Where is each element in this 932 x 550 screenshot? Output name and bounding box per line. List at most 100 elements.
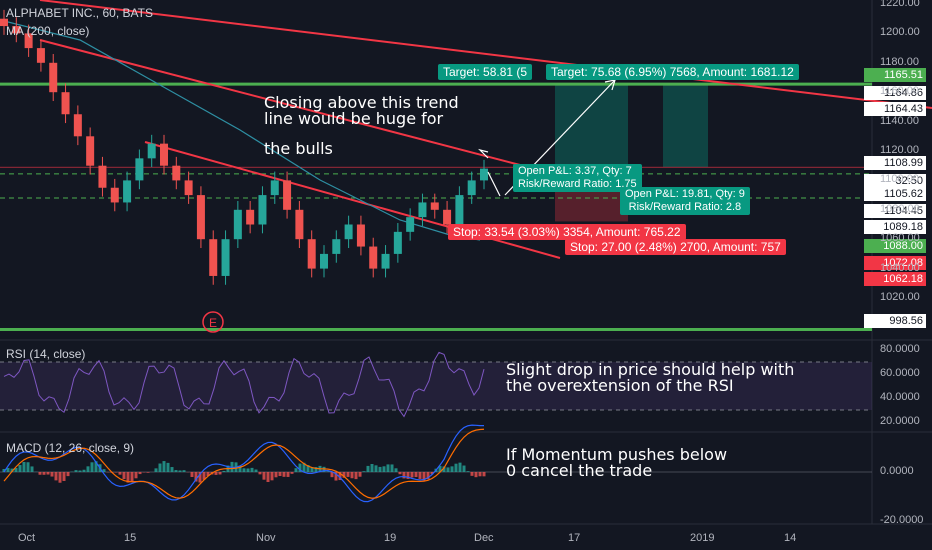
macd-histogram-bar [74, 470, 78, 472]
candle-body [443, 209, 452, 225]
macd-histogram-bar [42, 472, 46, 475]
macd-histogram-bar [238, 465, 242, 472]
macd-histogram-bar [90, 462, 94, 472]
macd-histogram-bar [446, 467, 450, 472]
rsi-title: RSI (14, close) [6, 347, 86, 361]
macd-histogram-bar [190, 472, 194, 477]
macd-histogram-bar [162, 461, 166, 472]
macd-histogram-bar [26, 462, 30, 472]
arrow-2 [487, 171, 501, 197]
candle-body [209, 239, 218, 276]
macd-histogram-bar [118, 472, 122, 475]
rsi-note-2: the overextension of the RSI [506, 376, 734, 395]
open-pnl-2-line1: Open P&L: 19.81, Qty: 9 [625, 188, 745, 200]
macd-histogram-bar [38, 472, 42, 475]
candle-body [467, 180, 476, 196]
rsi-axis-tick: 60.0000 [880, 367, 920, 379]
macd-histogram-bar [62, 472, 66, 481]
open-pnl-1-line1: Open P&L: 3.37, Qty: 7 [518, 165, 632, 177]
macd-histogram-bar [242, 468, 246, 472]
macd-histogram-bar [78, 470, 82, 472]
macd-histogram-bar [154, 468, 158, 472]
candle-body [36, 48, 45, 63]
open-pnl-2[interactable]: Open P&L: 19.81, Qty: 9 Risk/Reward Ratio… [620, 187, 750, 215]
trade-arrowhead [604, 79, 616, 91]
candle-body [221, 239, 230, 276]
open-pnl-1-line2: Risk/Reward Ratio: 1.75 [518, 178, 637, 190]
macd-histogram-bar [294, 468, 298, 472]
candle-body [369, 246, 378, 269]
candle-body [283, 180, 292, 210]
macd-histogram-bar [50, 472, 54, 477]
price-tag: 1072.08 [864, 256, 926, 270]
candle-body [295, 209, 304, 240]
macd-histogram-bar [82, 469, 86, 472]
macd-histogram-bar [86, 466, 90, 472]
x-axis-tick: 17 [568, 532, 581, 544]
macd-note-1: If Momentum pushes below [506, 445, 728, 464]
macd-histogram-bar [206, 472, 210, 477]
macd-axis-tick: -20.0000 [880, 514, 924, 526]
candle-body [160, 143, 168, 166]
macd-histogram-bar [386, 464, 390, 472]
macd-histogram-bar [166, 462, 170, 472]
open-pnl-1[interactable]: Open P&L: 3.37, Qty: 7 Risk/Reward Ratio:… [513, 164, 642, 192]
macd-histogram-bar [102, 469, 106, 472]
event-marker-label: E [209, 316, 217, 330]
candle-body [61, 92, 70, 115]
macd-histogram-bar [258, 472, 262, 475]
macd-histogram-bar [66, 472, 70, 477]
macd-histogram-bar [174, 470, 178, 472]
candle-body [98, 165, 107, 188]
macd-histogram-bar [214, 472, 218, 475]
price-tag: 1108.99 [864, 156, 926, 170]
candle-body [123, 180, 132, 203]
macd-histogram-bar [418, 472, 422, 479]
macd-histogram-bar [278, 472, 282, 477]
ma-title: MA (200, close) [6, 24, 90, 38]
macd-histogram-bar [126, 472, 130, 483]
symbol-title: ALPHABET INC., 60, BATS [6, 6, 153, 20]
target-label-2[interactable]: Target: 75.68 (6.95%) 7568, Amount: 1681… [546, 64, 799, 80]
x-axis-tick: Oct [18, 532, 36, 544]
candle-body [307, 239, 316, 269]
mid-trend-line [39, 39, 521, 166]
macd-histogram-bar [382, 466, 386, 472]
rsi-axis-tick: 20.0000 [880, 415, 920, 427]
ma-line [0, 19, 481, 241]
macd-histogram-bar [22, 462, 26, 472]
macd-histogram-bar [130, 472, 134, 483]
x-axis-tick: 15 [124, 532, 137, 544]
macd-histogram-bar [426, 472, 430, 480]
price-axis-tick: 1080.00 [880, 202, 920, 215]
macd-histogram-bar [262, 472, 266, 480]
macd-histogram-bar [370, 463, 374, 472]
macd-histogram-bar [270, 472, 274, 481]
price-axis-tick: 1220.00 [880, 0, 920, 9]
macd-histogram-bar [358, 472, 362, 477]
candle-body [258, 195, 267, 225]
macd-histogram-bar [394, 468, 398, 472]
stop-label-2[interactable]: Stop: 27.00 (2.48%) 2700, Amount: 757 [565, 239, 786, 255]
price-tag: 1089.18 [864, 220, 926, 234]
target-label-1[interactable]: Target: 58.81 (5 [438, 64, 533, 80]
macd-histogram-bar [462, 465, 466, 472]
macd-histogram-bar [6, 467, 10, 472]
macd-histogram-bar [46, 472, 50, 475]
macd-histogram-bar [146, 472, 150, 473]
macd-histogram-bar [362, 471, 366, 472]
candle-body [480, 168, 488, 181]
macd-histogram-bar [346, 472, 350, 477]
price-tag: 1062.18 [864, 272, 926, 286]
rsi-line [3, 351, 485, 418]
macd-histogram-bar [306, 465, 310, 472]
candle-body [320, 253, 328, 269]
macd-histogram-bar [54, 472, 58, 481]
stop-label-1[interactable]: Stop: 33.54 (3.03%) 3354, Amount: 765.22 [448, 224, 686, 240]
target-zone-1 [555, 84, 628, 168]
macd-histogram-bar [254, 469, 258, 472]
macd-histogram-bar [406, 472, 410, 479]
macd-histogram-bar [314, 467, 318, 472]
price-tag: 1165.51 [864, 68, 926, 82]
